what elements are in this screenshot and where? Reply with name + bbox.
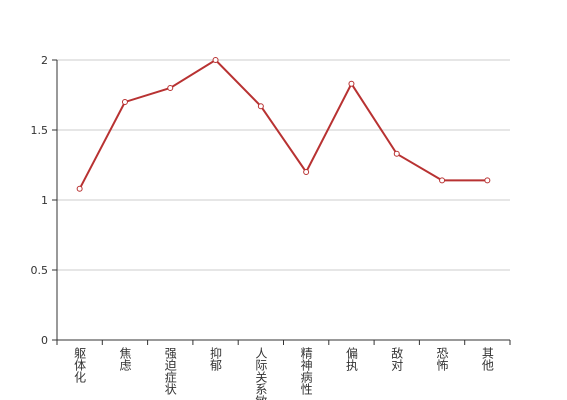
x-tick-label: 恐怖: [435, 347, 449, 371]
x-tick-label: 其他: [480, 347, 494, 371]
y-tick-label: 2: [41, 54, 48, 67]
y-tick-label: 0: [41, 334, 48, 347]
point: [439, 177, 446, 184]
x-tick-label: 偏执: [344, 346, 358, 372]
point: [212, 57, 219, 63]
point: [76, 185, 83, 192]
x-tick-label: 人际关系敏感: [254, 347, 268, 400]
x-tick-label: 抑郁: [209, 346, 223, 372]
point: [167, 85, 174, 91]
x-tick-label: 强迫症状: [163, 347, 177, 395]
x-tick-label: 焦虑: [118, 347, 132, 371]
y-tick-label: 0.5: [31, 264, 49, 277]
x-tick-label: 敌对: [390, 346, 404, 371]
point: [348, 80, 355, 87]
point: [393, 150, 400, 157]
point: [484, 177, 491, 184]
x-tick-label: 躯体化: [73, 346, 87, 384]
point: [121, 99, 128, 105]
y-tick-label: 1: [41, 194, 48, 207]
x-tick-label: 精神病性: [299, 347, 313, 396]
point: [303, 169, 310, 175]
y-tick-label: 1.5: [31, 124, 49, 137]
line: [78, 58, 488, 190]
point: [257, 103, 264, 110]
